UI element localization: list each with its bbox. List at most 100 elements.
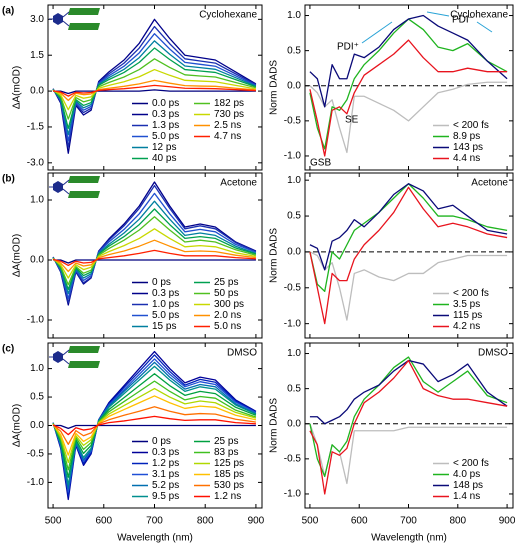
y-axis-label: ΔA(mOD)	[12, 404, 23, 447]
molecule-arm	[68, 8, 100, 15]
y-axis-label: Norm DADS	[269, 398, 280, 453]
series-line	[53, 259, 256, 264]
y-axis-label: Norm DADS	[269, 228, 280, 283]
series-line	[309, 183, 508, 271]
legend-label: 1.2 ps	[152, 458, 179, 469]
series-line	[309, 186, 508, 325]
series-line	[52, 208, 257, 291]
y-tick-label: 1.0	[30, 363, 44, 374]
y-tick-label: 0.5	[287, 211, 301, 222]
solvent-label: Cyclohexane	[199, 10, 257, 21]
molecule-core	[53, 351, 63, 363]
x-tick-label: 500	[302, 516, 319, 527]
legend-label: 4.7 ns	[214, 131, 241, 142]
y-tick-label: 0.0	[30, 86, 44, 97]
y-tick-label: 0.0	[30, 255, 44, 266]
y-tick-label: 3.0	[30, 14, 44, 25]
legend-label: 5.2 ps	[152, 480, 179, 491]
legend-label: 0.3 ps	[152, 288, 179, 299]
legend-label: 2.5 ns	[214, 120, 241, 131]
legend-label: 25 ps	[214, 436, 238, 447]
y-tick-label: 1.5	[30, 50, 44, 61]
y-tick-label: -1.0	[27, 477, 45, 488]
y-tick-label: 0.0	[287, 247, 301, 258]
solvent-label: Cyclohexane	[450, 10, 508, 21]
legend-label: 0 ps	[152, 436, 171, 447]
legend-label: 50 ps	[214, 288, 238, 299]
y-tick-label: 0.0	[30, 420, 44, 431]
legend-label: 530 ps	[214, 480, 244, 491]
solvent-label: Acetone	[220, 178, 257, 189]
y-tick-label: -1.0	[27, 315, 45, 326]
molecule-arm	[68, 346, 100, 353]
legend-label: 300 ps	[214, 299, 244, 310]
legend-label: 1.3 ps	[152, 120, 179, 131]
series-line	[52, 373, 257, 478]
y-tick-label: -1.0	[284, 318, 302, 329]
legend-label: 12 ps	[152, 142, 176, 153]
x-tick-label: 600	[95, 516, 112, 527]
panel-label: (a)	[2, 6, 14, 17]
series-line	[309, 359, 508, 495]
molecule-core	[53, 13, 63, 25]
y-tick-label: 0.5	[287, 383, 301, 394]
x-tick-label: 700	[400, 516, 417, 527]
solvent-label: DMSO	[478, 348, 508, 359]
legend-label: < 200 fs	[453, 458, 489, 469]
series-line	[52, 68, 257, 111]
molecule-core	[53, 181, 63, 193]
y-tick-label: 0.5	[287, 45, 301, 56]
series-line	[52, 200, 257, 295]
molecule-link	[62, 179, 70, 195]
y-tick-label: -0.5	[27, 449, 45, 460]
panel-label: (c)	[2, 344, 14, 355]
y-tick-label: 0.0	[287, 80, 301, 91]
legend-label: 1.2 ns	[214, 491, 241, 502]
legend-label: 1.0 ps	[152, 299, 179, 310]
legend-label: 182 ps	[214, 98, 244, 109]
legend-label: 3.1 ps	[152, 469, 179, 480]
molecule-arm	[68, 191, 100, 198]
y-tick-label: -1.0	[284, 489, 302, 500]
panel: -1.0 -0.5 0.0 0.5 1.0 Norm DADS Acetone < 200 f…	[269, 172, 514, 339]
series-line	[309, 81, 508, 154]
series-line	[52, 79, 256, 102]
legend-label: 83 ps	[214, 447, 238, 458]
solvent-label: Acetone	[471, 178, 508, 189]
arrow	[426, 11, 450, 17]
legend-label: 0.0 ps	[152, 98, 179, 109]
series-line	[52, 239, 256, 273]
series-line	[52, 84, 256, 97]
annotation: SE	[345, 115, 359, 126]
series-line	[53, 89, 256, 95]
x-tick-label: 600	[351, 516, 368, 527]
solvent-label: DMSO	[227, 348, 257, 359]
y-axis-label: Norm DADS	[269, 60, 280, 115]
series-line	[52, 228, 257, 279]
series-line	[52, 406, 257, 445]
arrow	[361, 21, 393, 44]
legend-label: 40 ps	[152, 153, 176, 164]
legend-label: 115 ps	[453, 310, 482, 321]
legend-label: 3.5 ps	[453, 299, 480, 310]
x-tick-label: 700	[146, 516, 163, 527]
y-axis-label: ΔA(mOD)	[12, 234, 23, 277]
series-line	[52, 47, 257, 130]
series-line	[53, 424, 256, 429]
x-tick-label: 900	[499, 516, 516, 527]
legend-label: 4.4 ns	[453, 153, 480, 164]
series-line	[52, 58, 257, 120]
series-line	[52, 380, 257, 471]
legend-label: 125 ps	[214, 458, 244, 469]
panel: -1.0 -0.5 0.0 0.5 1.0 500 600 700 800 900 Waveleng…	[2, 342, 265, 544]
molecule-link	[62, 11, 70, 27]
series-line	[52, 387, 257, 464]
series-line	[52, 40, 257, 136]
molecule-arm	[68, 23, 100, 30]
legend-label: 2.0 ns	[214, 310, 241, 321]
plot-frame	[47, 4, 263, 171]
y-tick-label: 1.0	[287, 10, 301, 21]
molecule-arm	[68, 176, 100, 183]
series-line	[309, 39, 508, 157]
